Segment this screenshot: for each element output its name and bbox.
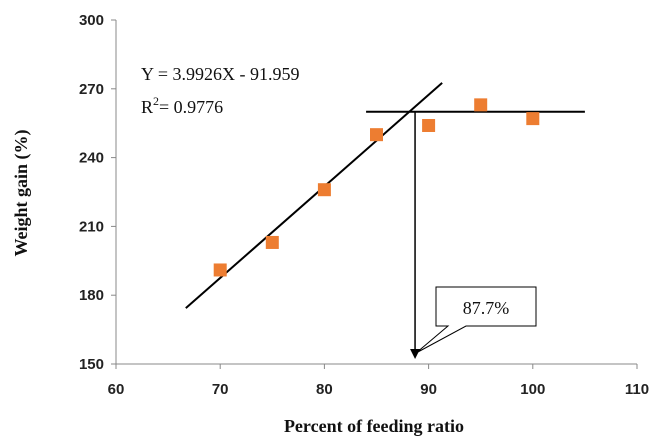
data-point <box>370 128 383 142</box>
x-axis-ticks: 60 70 80 90 100 110 <box>108 364 649 398</box>
x-tick-label: 80 <box>316 381 333 398</box>
r-squared-superscript: 2 <box>153 94 159 108</box>
data-point <box>265 235 279 249</box>
x-tick-label: 70 <box>212 381 229 398</box>
callout-label: 87.7% <box>463 298 510 318</box>
y-axis-ticks: 150 180 210 240 270 300 <box>79 12 116 373</box>
x-tick-label: 90 <box>420 381 437 398</box>
y-tick-label: 270 <box>79 81 104 98</box>
y-tick-label: 300 <box>79 12 104 29</box>
regression-line <box>185 82 443 309</box>
x-axis-title: Percent of feeding ratio <box>284 416 464 436</box>
y-axis-title: Weight gain (%) <box>11 129 32 256</box>
r-squared-value: = 0.9776 <box>159 97 223 117</box>
data-points <box>213 98 540 277</box>
callout-box <box>415 286 537 354</box>
data-point <box>317 183 331 197</box>
breakpoint-callout: 87.7% <box>415 286 537 354</box>
data-point <box>526 112 540 126</box>
data-point <box>474 98 488 112</box>
y-tick-label: 240 <box>79 150 104 167</box>
data-point <box>213 263 227 277</box>
y-tick-label: 210 <box>79 218 104 235</box>
r-squared-prefix: R <box>141 97 153 117</box>
r-squared-label: R2= 0.9776 <box>141 94 223 117</box>
x-tick-label: 110 <box>625 381 649 398</box>
regression-equation: Y = 3.9926X - 91.959 <box>141 64 299 84</box>
y-tick-label: 150 <box>79 356 104 373</box>
x-tick-label: 60 <box>108 381 125 398</box>
y-tick-label: 180 <box>79 287 104 304</box>
x-tick-label: 100 <box>520 381 545 398</box>
data-point <box>422 118 436 132</box>
